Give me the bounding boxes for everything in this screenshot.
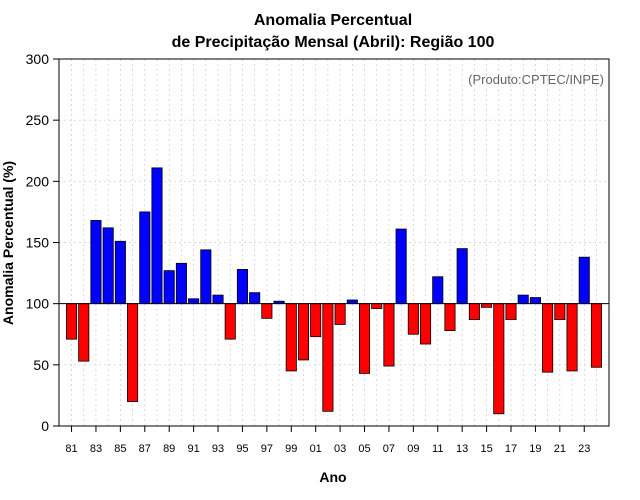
x-tick-label: 23: [578, 443, 590, 455]
bar-2003: [334, 303, 346, 325]
x-tick-label: 93: [212, 443, 224, 455]
bar-1988: [151, 167, 163, 305]
x-tick-label: 99: [285, 443, 297, 455]
y-axis: 0 50 100 150 200 250 300: [26, 51, 59, 434]
bar-2019: [529, 297, 541, 305]
bar-2002: [322, 303, 334, 412]
chart-subtitle: de Precipitação Mensal (Abril): Região 1…: [172, 34, 495, 51]
x-tick-label: 91: [187, 443, 199, 455]
bar-1990: [175, 262, 187, 305]
grid: [59, 59, 609, 426]
bar-2021: [554, 303, 566, 320]
bar-2008: [395, 228, 407, 305]
bar-2007: [383, 303, 395, 367]
chart-title: Anomalia Percentual: [254, 12, 412, 29]
bar-1985: [114, 240, 126, 305]
y-tick-label: 50: [33, 357, 49, 373]
bar-2023: [578, 256, 590, 305]
bars: [66, 167, 602, 415]
y-tick-label: 200: [26, 173, 50, 189]
bar-2020: [542, 303, 554, 373]
x-tick-label: 21: [554, 443, 566, 455]
bar-2001: [310, 303, 322, 338]
bar-1992: [200, 249, 212, 305]
credit-label: (Produto:CPTEC/INPE): [468, 72, 604, 87]
bar-1991: [188, 298, 200, 305]
x-tick-label: 89: [163, 443, 175, 455]
x-tick-label: 09: [407, 443, 419, 455]
bar-2024: [590, 303, 602, 368]
bar-1986: [127, 303, 139, 402]
bar-2006: [371, 303, 383, 309]
bar-2004: [346, 299, 358, 305]
x-tick-label: 81: [65, 443, 77, 455]
y-axis-label: Anomalia Percentual (%): [0, 161, 16, 325]
bar-2000: [297, 303, 310, 361]
x-tick-label: 15: [480, 443, 492, 455]
x-tick-label: 17: [505, 443, 517, 455]
bar-1984: [102, 227, 114, 305]
x-tick-label: 19: [529, 443, 541, 455]
bar-1983: [90, 220, 102, 305]
bar-2009: [407, 303, 419, 335]
x-tick-label: 95: [236, 443, 248, 455]
x-axis: 81 83 85 87 89 91 93 95 97 99 01 03 05 07 09 11 13 15 17 19…: [65, 426, 590, 455]
bar-2014: [468, 303, 480, 320]
bar-1989: [163, 270, 175, 305]
bar-2012: [444, 303, 456, 331]
bar-2011: [432, 276, 444, 305]
x-tick-label: 05: [358, 443, 370, 455]
x-tick-label: 83: [90, 443, 102, 455]
bar-2018: [517, 294, 529, 305]
y-tick-label: 250: [26, 112, 50, 128]
bar-1995: [236, 269, 248, 305]
bar-1997: [261, 303, 273, 319]
bar-2017: [505, 303, 517, 320]
x-tick-label: 11: [432, 443, 443, 455]
bar-1987: [139, 211, 151, 305]
bar-1999: [285, 303, 297, 372]
bar-2013: [456, 248, 468, 305]
bar-1982: [78, 303, 90, 362]
bar-2022: [566, 303, 578, 372]
x-axis-label: Ano: [319, 469, 346, 485]
x-tick-label: 85: [114, 443, 126, 455]
bar-2015: [481, 303, 493, 308]
x-tick-label: 03: [334, 443, 346, 455]
bar-2010: [420, 303, 432, 345]
y-tick-label: 0: [41, 418, 49, 434]
x-tick-label: 87: [139, 443, 151, 455]
y-tick-label: 150: [26, 235, 50, 251]
y-tick-label: 100: [26, 296, 50, 312]
bar-1981: [66, 303, 78, 340]
bar-1996: [249, 292, 261, 305]
x-tick-label: 97: [261, 443, 273, 455]
x-tick-label: 07: [383, 443, 395, 455]
bar-2005: [358, 303, 371, 374]
bar-1993: [212, 294, 224, 305]
bar-2016: [493, 303, 505, 415]
y-tick-label: 300: [26, 51, 50, 67]
x-tick-label: 01: [310, 443, 322, 455]
x-tick-label: 13: [456, 443, 468, 455]
bar-1994: [224, 303, 236, 340]
